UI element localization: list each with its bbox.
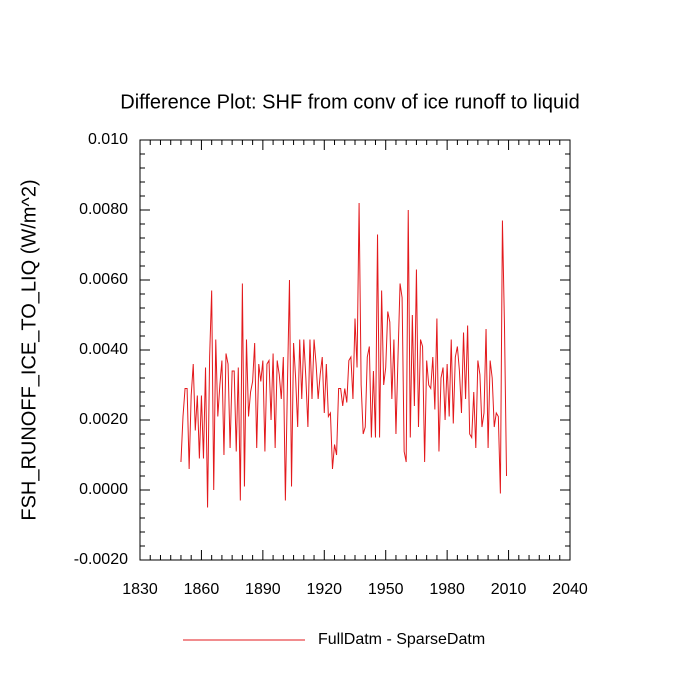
y-tick-label: 0.0040 xyxy=(79,341,128,358)
plot-frame xyxy=(139,139,571,561)
y-tick-label: 0.0080 xyxy=(79,201,128,218)
y-tick-label: -0.0020 xyxy=(74,551,128,568)
x-tick-label: 2010 xyxy=(491,581,527,598)
x-tick-label: 1890 xyxy=(245,581,281,598)
chart-title: Difference Plot: SHF from conv of ice ru… xyxy=(120,91,579,113)
y-axis-label: FSH_RUNOFF_ICE_TO_LIQ (W/m^2) xyxy=(18,179,40,520)
x-tick-label: 2040 xyxy=(552,581,588,598)
x-tick-label: 1980 xyxy=(429,581,465,598)
y-tick-label: 0.0020 xyxy=(79,411,128,428)
y-tick-label: 0.0060 xyxy=(79,271,128,288)
y-tick-label: 0.010 xyxy=(88,131,128,148)
x-tick-label: 1920 xyxy=(306,581,342,598)
data-line xyxy=(180,202,508,508)
x-tick-label: 1830 xyxy=(122,581,158,598)
x-tick-label: 1860 xyxy=(184,581,220,598)
y-tick-label: 0.0000 xyxy=(79,481,128,498)
x-tick-label: 1950 xyxy=(368,581,404,598)
legend-label: FullDatm - SparseDatm xyxy=(318,631,485,648)
